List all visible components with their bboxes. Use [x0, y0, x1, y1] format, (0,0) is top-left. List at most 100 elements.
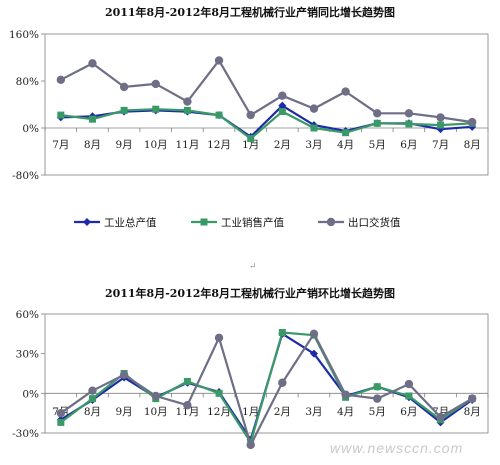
x-tick-label: 10月 [144, 139, 168, 151]
data-point-2 [56, 408, 66, 418]
x-tick-label: 7月 [432, 139, 449, 151]
legend-label: 出口交货值 [348, 216, 401, 229]
data-point-2 [88, 59, 97, 68]
separator-mark: ↵ [249, 262, 257, 272]
watermark: www.newsccn.com [330, 440, 464, 456]
data-point-2 [214, 333, 224, 342]
x-tick-label: 2月 [274, 139, 291, 151]
data-point-2 [246, 110, 255, 120]
data-point-1 [342, 129, 350, 137]
x-tick-label: 5月 [369, 406, 386, 418]
data-point-1 [215, 111, 223, 119]
y-tick-label: 0% [22, 123, 39, 135]
x-tick-label: 4月 [337, 139, 354, 151]
data-point-2 [467, 394, 477, 403]
x-tick-label: 6月 [400, 139, 417, 151]
data-point-2 [404, 379, 414, 389]
data-point-0 [309, 349, 318, 358]
data-point-2 [436, 113, 445, 122]
data-point-2 [119, 82, 129, 92]
data-point-1 [57, 418, 65, 426]
data-point-1 [278, 108, 286, 116]
plot-area [44, 33, 489, 176]
data-point-1 [278, 329, 286, 337]
data-point-2 [278, 91, 287, 100]
x-tick-label: 1月 [242, 139, 259, 151]
data-point-2 [467, 117, 477, 127]
data-point-1 [88, 395, 96, 403]
data-point-1 [405, 392, 413, 400]
data-point-1 [183, 377, 191, 385]
data-point-1 [247, 135, 255, 143]
data-point-1 [310, 124, 318, 132]
data-point-2 [278, 378, 287, 387]
x-tick-label: 7月 [52, 139, 69, 151]
data-point-1 [373, 119, 381, 127]
y-tick-label: 60% [16, 309, 39, 321]
x-tick-label: 11月 [175, 406, 199, 418]
y-tick-label: 160% [9, 29, 39, 41]
y-tick-label: -80% [12, 170, 39, 182]
x-tick-label: 8月 [464, 406, 481, 418]
x-tick-label: 11月 [175, 139, 199, 151]
data-point-1 [152, 105, 160, 113]
data-point-2 [246, 440, 255, 450]
x-tick-label: 5月 [369, 139, 386, 151]
data-point-2 [341, 87, 350, 96]
data-point-2 [119, 370, 129, 380]
data-point-1 [57, 111, 65, 119]
data-point-2 [214, 56, 224, 65]
x-tick-label: 10月 [144, 406, 168, 418]
data-point-0 [278, 101, 287, 110]
series-line-2 [60, 59, 473, 124]
x-tick-label: 8月 [464, 139, 481, 151]
legend-marker [200, 218, 208, 226]
chart-title: 2011年8月-2012年8月工程机械行业产销同比增长趋势图 [105, 5, 395, 19]
data-point-2 [88, 386, 97, 395]
x-tick-label: 9月 [116, 139, 133, 151]
y-tick-label: -30% [12, 428, 39, 440]
x-tick-label: 8月 [84, 406, 101, 418]
x-tick-label: 4月 [337, 406, 354, 418]
data-point-2 [183, 401, 192, 410]
x-tick-label: 8月 [84, 139, 101, 151]
x-tick-label: 3月 [305, 139, 322, 151]
legend-marker [326, 217, 336, 227]
data-point-1 [437, 121, 445, 129]
x-tick-label: 6月 [400, 406, 417, 418]
data-point-1 [120, 106, 128, 114]
y-tick-label: 80% [16, 76, 39, 88]
data-point-2 [404, 109, 414, 118]
chart-title: 2011年8月-2012年8月工程机械行业产销环比增长趋势图 [105, 286, 395, 300]
data-point-2 [309, 104, 319, 113]
x-tick-label: 1月 [242, 406, 259, 418]
legend-marker [83, 218, 91, 226]
series-line-2 [60, 332, 473, 446]
x-tick-label: 12月 [207, 406, 231, 418]
plot-area [44, 313, 489, 434]
data-point-2 [151, 79, 160, 89]
x-tick-label: 2月 [274, 406, 291, 418]
legend-label: 工业销售产值 [221, 216, 284, 229]
y-tick-label: 30% [16, 349, 39, 361]
legend-label: 工业总产值 [104, 216, 157, 229]
data-point-2 [436, 412, 445, 422]
data-point-2 [373, 109, 382, 118]
data-point-1 [88, 115, 96, 123]
x-tick-label: 9月 [116, 406, 133, 418]
y-tick-label: 0% [22, 388, 39, 400]
data-point-2 [309, 329, 319, 339]
data-point-1 [373, 383, 381, 391]
data-point-2 [341, 390, 350, 399]
data-point-2 [56, 75, 66, 85]
x-tick-label: 12月 [207, 139, 231, 151]
data-point-2 [151, 391, 160, 401]
data-point-1 [215, 389, 223, 397]
data-point-2 [373, 394, 382, 403]
data-point-2 [183, 97, 192, 106]
data-point-1 [405, 120, 413, 128]
series-line-1 [60, 108, 473, 140]
data-point-1 [183, 106, 191, 114]
x-tick-label: 3月 [305, 406, 322, 418]
